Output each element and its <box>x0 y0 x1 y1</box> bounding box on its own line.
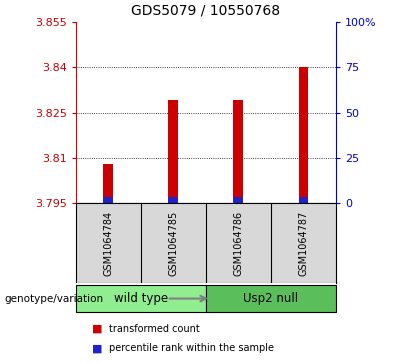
Text: percentile rank within the sample: percentile rank within the sample <box>109 343 274 354</box>
Text: transformed count: transformed count <box>109 323 200 334</box>
Bar <box>299 197 308 203</box>
Bar <box>103 197 113 203</box>
Text: wild type: wild type <box>114 292 168 305</box>
Bar <box>234 197 243 203</box>
Bar <box>103 164 113 203</box>
Text: GSM1064784: GSM1064784 <box>103 211 113 276</box>
FancyBboxPatch shape <box>76 285 206 313</box>
Text: Usp2 null: Usp2 null <box>243 292 299 305</box>
Text: GSM1064786: GSM1064786 <box>234 211 243 276</box>
Text: GSM1064787: GSM1064787 <box>299 211 308 276</box>
Title: GDS5079 / 10550768: GDS5079 / 10550768 <box>131 4 281 18</box>
Text: ■: ■ <box>92 343 103 354</box>
Bar <box>168 101 178 203</box>
Text: ■: ■ <box>92 323 103 334</box>
Bar <box>234 101 243 203</box>
Bar <box>168 197 178 203</box>
FancyBboxPatch shape <box>206 285 336 313</box>
Text: genotype/variation: genotype/variation <box>4 294 103 305</box>
Bar <box>299 67 308 203</box>
Text: GSM1064785: GSM1064785 <box>168 211 178 276</box>
